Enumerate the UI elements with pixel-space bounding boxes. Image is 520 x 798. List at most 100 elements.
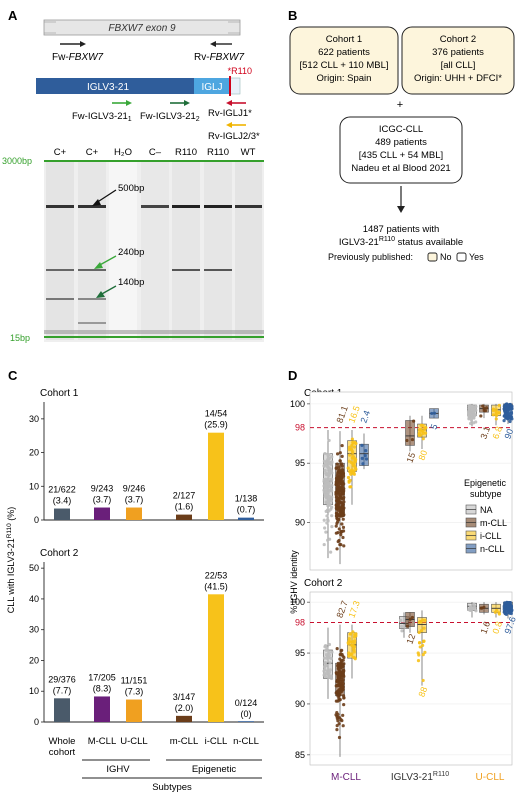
data-point [336, 517, 340, 522]
data-point [336, 712, 340, 717]
data-point [405, 438, 409, 443]
data-point [336, 719, 340, 723]
data-point [335, 678, 339, 682]
data-point [360, 443, 364, 447]
band-140-pointer-head [96, 291, 105, 298]
fw-fbxw7-label: Fw-FBXW7 [52, 52, 104, 63]
data-point [326, 538, 330, 542]
data-point [330, 525, 334, 529]
data-point [337, 667, 341, 671]
data-point [335, 452, 340, 456]
gel-lane-labels: C+ C+ H₂O C– R110 R110 WT [54, 147, 256, 158]
band-240 [78, 269, 106, 271]
data-point [324, 460, 328, 464]
bar-label-count: 2/127 [173, 491, 196, 501]
data-point [468, 421, 473, 426]
data-point [334, 506, 338, 510]
data-point [339, 530, 343, 535]
data-point [329, 656, 334, 661]
xlabel-ucll: U-CLL [120, 736, 147, 747]
data-point [337, 538, 341, 543]
data-point [336, 689, 340, 693]
bar-label-count: 22/53 [205, 570, 228, 580]
data-point [327, 497, 331, 501]
data-point [432, 411, 437, 415]
icgc-line3: Nadeu et al Blood 2021 [351, 163, 450, 174]
cohort2-text: Cohort 2 376 patients [all CLL] Origin: … [414, 34, 502, 84]
data-point [326, 456, 330, 460]
panelc-xlabels: Whole cohort M-CLL U-CLL m-CLL i-CLL n-CL… [49, 736, 259, 758]
bar-label-count: 11/151 [121, 676, 148, 686]
panelc-ylabel: CLL with IGLV3-21R110 (%) [6, 507, 16, 614]
data-point [334, 524, 338, 528]
data-point [468, 411, 472, 415]
data-point [346, 641, 350, 645]
data-point [360, 456, 364, 461]
data-point [330, 455, 334, 459]
data-point [348, 469, 352, 473]
bar [94, 696, 110, 722]
data-point [339, 493, 343, 497]
bar-label-count: 29/376 [48, 674, 76, 684]
legend-title-2: subtype [470, 489, 502, 499]
data-point [503, 611, 507, 615]
iglv-label: IGLV3-21 [87, 82, 129, 93]
y-tick-label: 100 [290, 399, 305, 409]
y-tick-label: 85 [295, 750, 305, 760]
data-point [341, 505, 345, 509]
y-tick-label: 30 [29, 414, 39, 424]
data-point [327, 509, 331, 513]
iglv-bar [36, 78, 194, 94]
xlabel-mcll-epi: m-CLL [170, 736, 199, 747]
data-point [350, 471, 354, 475]
lane-label: WT [241, 147, 256, 158]
icgc-box [339, 116, 463, 184]
data-point [334, 495, 339, 499]
data-point [502, 419, 506, 423]
gel-lanes [46, 162, 262, 340]
bar-label-pct: (7.7) [53, 685, 72, 695]
data-point [474, 609, 478, 613]
data-point [485, 406, 489, 410]
gel-lane [46, 162, 74, 340]
data-point [340, 512, 344, 516]
bar-label-count: 3/147 [173, 692, 196, 702]
bar-label-pct: (7.3) [125, 687, 144, 697]
data-point [472, 410, 476, 414]
gel-lane [141, 162, 169, 340]
legend-title-1: Epigenetic [464, 478, 507, 488]
data-point [479, 414, 483, 418]
data-point [341, 517, 345, 521]
fw-iglv1-arrowhead [126, 100, 132, 106]
data-point [405, 624, 410, 628]
legend-label: NA [480, 505, 493, 515]
data-point [347, 480, 351, 484]
lane-label: C+ [54, 147, 67, 158]
data-point [336, 499, 341, 503]
bar-label-pct: (41.5) [204, 581, 228, 591]
icgc-text: ICGC-CLL 489 patients [435 CLL + 54 MBL]… [351, 124, 450, 174]
bar [176, 514, 192, 520]
xlabel-whole: Whole cohort [49, 736, 76, 758]
data-point [328, 668, 332, 672]
box [405, 420, 415, 446]
subtype-percent-label: 5 [428, 423, 439, 431]
bar [238, 721, 254, 722]
data-point [364, 457, 369, 461]
data-point [510, 407, 514, 411]
data-point [335, 487, 339, 492]
data-point [352, 445, 357, 449]
cohort1-box [289, 26, 399, 95]
lane-label: R110 [175, 147, 197, 158]
data-point [327, 653, 331, 657]
bar-label-pct: (3.7) [93, 495, 112, 505]
data-point [334, 490, 338, 494]
bar-label-pct: (8.3) [93, 683, 112, 693]
xlabel-ncll: n-CLL [233, 736, 259, 747]
data-point [502, 607, 506, 612]
data-point [322, 669, 326, 673]
y-tick-label: 0 [34, 717, 39, 727]
